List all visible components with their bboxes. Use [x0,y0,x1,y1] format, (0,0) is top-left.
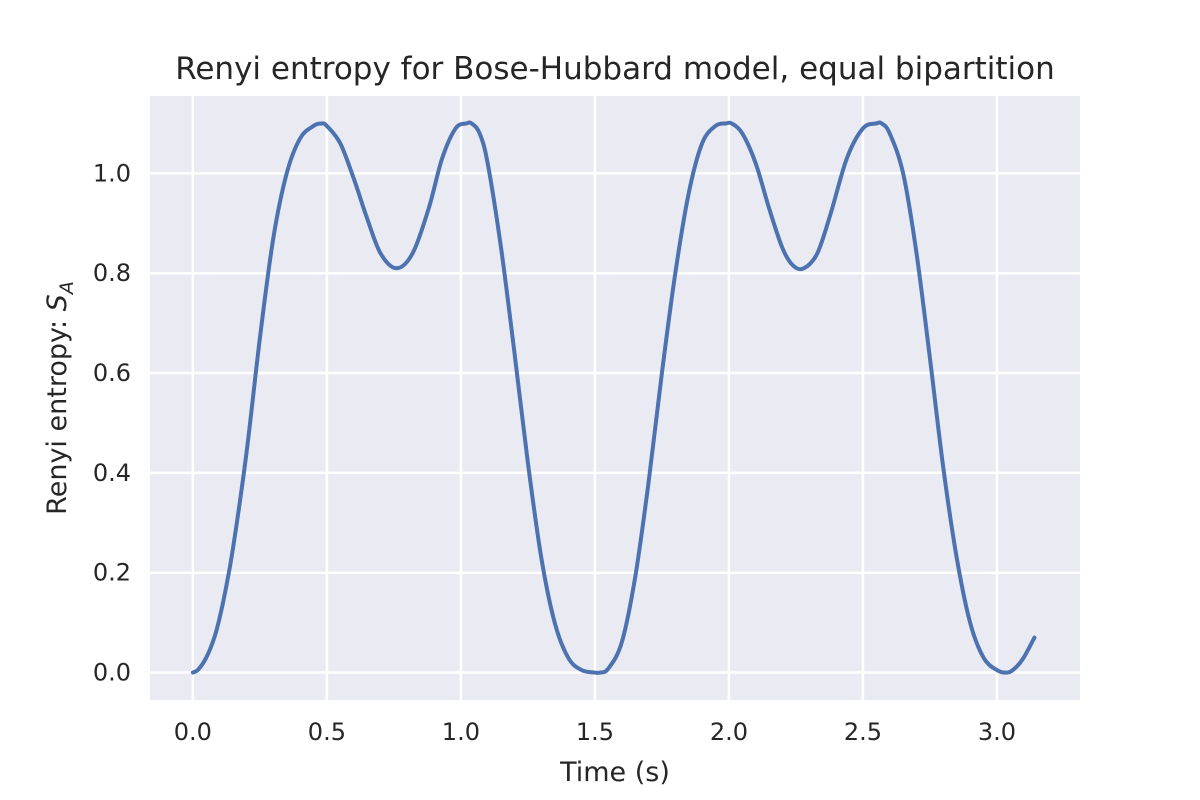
y-tick-label: 0.8 [93,259,131,287]
x-tick-label: 1.0 [442,718,480,746]
x-axis-label: Time (s) [559,757,670,788]
x-tick-label: 3.0 [978,718,1016,746]
x-tick-label: 1.5 [576,718,614,746]
y-tick-labels: 0.0 0.2 0.4 0.6 0.8 1.0 [93,159,131,686]
x-grid [191,96,999,700]
y-tick-label: 0.2 [93,559,131,587]
series-line [190,120,1037,675]
y-axis-label-subscript: A [56,281,78,296]
y-axis-label-text: Renyi entropy: [42,311,73,515]
x-tick-label: 2.5 [844,718,882,746]
x-tick-label: 0.5 [308,718,346,746]
plot-area [150,96,1080,700]
y-axis-label: Renyi entropy: SA [42,281,78,515]
x-tick-label: 0.0 [174,718,212,746]
y-tick-label: 0.4 [93,459,131,487]
x-tick-labels: 0.0 0.5 1.0 1.5 2.0 2.5 3.0 [174,718,1016,746]
x-tick-label: 2.0 [710,718,748,746]
y-axis-label-symbol: S [42,294,73,311]
chart-title: Renyi entropy for Bose-Hubbard model, eq… [175,51,1055,87]
y-tick-label: 0.0 [93,659,131,687]
y-tick-label: 1.0 [93,159,131,187]
y-tick-label: 0.6 [93,359,131,387]
y-grid [150,172,1080,674]
